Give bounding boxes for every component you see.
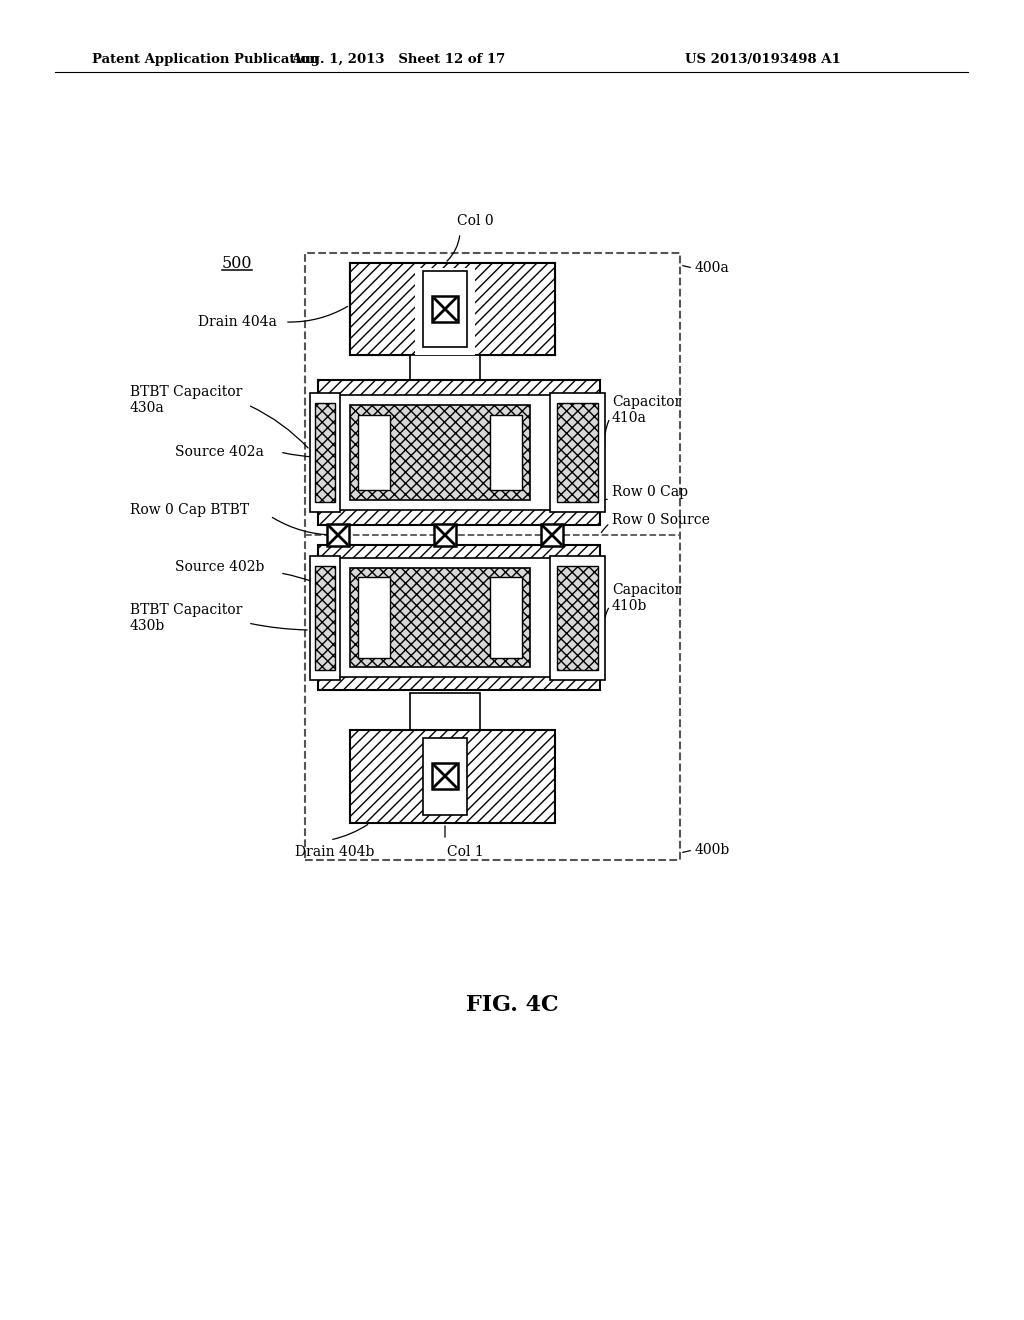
Bar — [557, 566, 598, 671]
Text: BTBT Capacitor
430a: BTBT Capacitor 430a — [130, 385, 243, 414]
Text: BTBT Capacitor
430b: BTBT Capacitor 430b — [130, 603, 243, 634]
Bar — [350, 568, 530, 667]
Text: Row 0 Source: Row 0 Source — [612, 513, 710, 527]
Bar — [338, 395, 580, 510]
Bar — [432, 296, 458, 322]
Bar — [338, 558, 580, 677]
Bar — [318, 545, 600, 690]
Text: FIG. 4C: FIG. 4C — [466, 994, 558, 1016]
Bar — [557, 403, 598, 502]
Text: Source 402b: Source 402b — [175, 560, 264, 574]
Bar — [350, 730, 555, 822]
Bar — [550, 556, 605, 680]
Bar — [358, 577, 390, 657]
Bar — [410, 693, 480, 730]
Text: Capacitor
410b: Capacitor 410b — [612, 583, 681, 612]
Text: 500: 500 — [222, 255, 253, 272]
Bar — [550, 393, 605, 512]
Bar — [434, 524, 456, 546]
Bar — [315, 566, 335, 671]
Text: Aug. 1, 2013   Sheet 12 of 17: Aug. 1, 2013 Sheet 12 of 17 — [291, 54, 505, 66]
Bar — [318, 380, 600, 525]
Bar — [350, 263, 555, 355]
Bar — [480, 263, 555, 355]
Text: 400b: 400b — [695, 843, 730, 857]
Text: Source 402a: Source 402a — [175, 445, 264, 459]
Text: Patent Application Publication: Patent Application Publication — [92, 54, 318, 66]
Bar — [305, 253, 680, 861]
Bar — [310, 556, 340, 680]
Bar — [350, 263, 555, 355]
Text: 400a: 400a — [695, 261, 730, 275]
Text: Drain 404a: Drain 404a — [198, 315, 276, 329]
Bar — [490, 414, 522, 490]
Bar — [423, 738, 467, 814]
Bar — [490, 577, 522, 657]
Text: Row 0 Cap: Row 0 Cap — [612, 484, 688, 499]
Text: Col 1: Col 1 — [446, 845, 483, 859]
Text: Row 0 Cap BTBT: Row 0 Cap BTBT — [130, 503, 249, 517]
Text: Drain 404b: Drain 404b — [295, 845, 375, 859]
Text: Col 0: Col 0 — [457, 214, 494, 228]
Bar — [541, 524, 563, 546]
Bar — [358, 414, 390, 490]
Bar — [423, 271, 467, 347]
Bar — [315, 403, 335, 502]
Bar — [410, 355, 480, 389]
Text: US 2013/0193498 A1: US 2013/0193498 A1 — [685, 54, 841, 66]
Bar — [350, 405, 530, 500]
Bar — [432, 763, 458, 789]
Bar — [415, 268, 475, 355]
Bar — [327, 524, 349, 546]
Text: Capacitor
410a: Capacitor 410a — [612, 395, 681, 425]
Bar — [310, 393, 340, 512]
